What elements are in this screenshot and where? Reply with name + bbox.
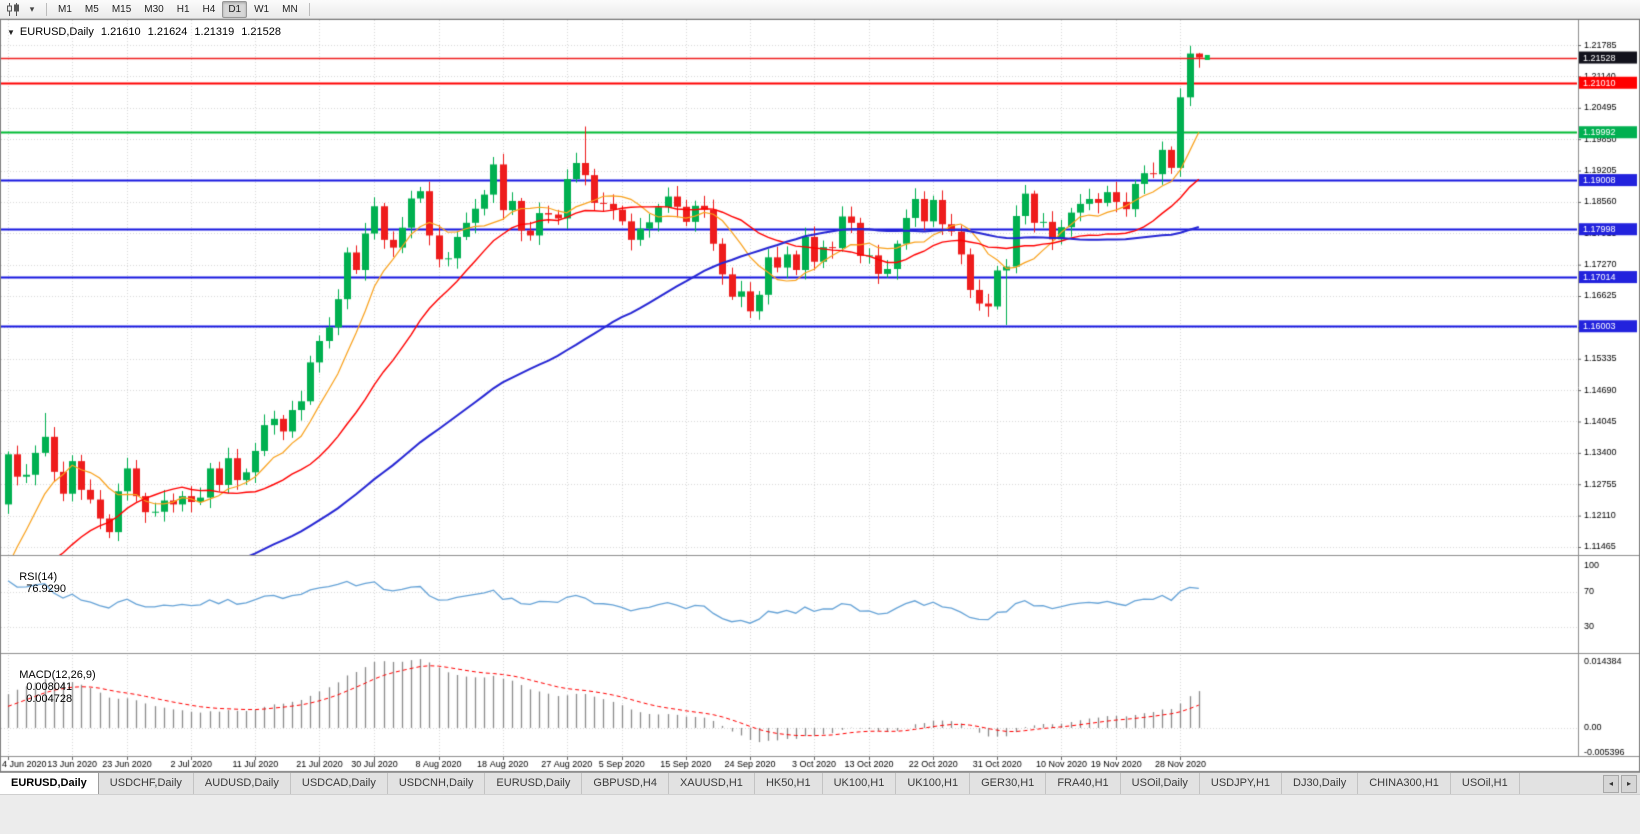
ohlc-open: 1.21610 — [100, 26, 141, 38]
status-strip — [0, 794, 1640, 834]
chart-tab-usdcad-daily[interactable]: USDCAD,Daily — [290, 773, 388, 794]
timeframe-button-h1[interactable]: H1 — [176, 3, 190, 15]
timeframe-button-mn[interactable]: MN — [282, 3, 298, 15]
ohlc-high: 1.21624 — [147, 26, 188, 38]
rsi-value: 76.9290 — [26, 583, 66, 595]
chart-tab-bar: EURUSD,Daily USDCHF,Daily AUDUSD,Daily USDC… — [0, 772, 1640, 794]
macd-main-value: 0.008041 — [26, 681, 73, 693]
timeframe-button-w1[interactable]: W1 — [254, 3, 270, 15]
chart-tab-usdcnh-daily[interactable]: USDCNH,Daily — [387, 773, 486, 794]
rsi-name: RSI(14) — [19, 571, 58, 583]
timeframe-button-m5[interactable]: M5 — [84, 3, 99, 15]
rsi-indicator-label: RSI(14) 76.9290 — [7, 559, 66, 607]
chart-tab-ger30-h1[interactable]: GER30,H1 — [970, 773, 1047, 794]
toolbar-separator — [46, 2, 47, 16]
chart-tab-usdjpy-h1[interactable]: USDJPY,H1 — [1199, 773, 1283, 794]
chart-tab-audusd-daily[interactable]: AUDUSD,Daily — [193, 773, 291, 794]
chart-tab-dj30-daily[interactable]: DJ30,Daily — [1282, 773, 1359, 794]
chart-tab-usoil-daily[interactable]: USOil,Daily — [1120, 773, 1200, 794]
chart-tab-china300-h1[interactable]: CHINA300,H1 — [1358, 773, 1451, 794]
chart-window: ▼ EURUSD,Daily 1.21610 1.21624 1.21319 1… — [0, 19, 1640, 772]
timeframe-buttons: M1 M5 M15 M30 H1 H4 D1 W1 MN — [52, 0, 304, 18]
ohlc-low: 1.21319 — [194, 26, 235, 38]
chart-type-icon[interactable] — [4, 1, 22, 17]
chart-tab-usoil-h1[interactable]: USOil,H1 — [1450, 773, 1520, 794]
timeframe-toolbar: ▾ M1 M5 M15 M30 H1 H4 D1 W1 MN — [0, 0, 1640, 19]
chart-tab-hk50-h1[interactable]: HK50,H1 — [754, 773, 823, 794]
timeframe-button-m1[interactable]: M1 — [58, 3, 72, 15]
tab-scroll-left-icon[interactable]: ◂ — [1603, 774, 1619, 793]
timeframe-button-h4[interactable]: H4 — [202, 3, 216, 15]
chart-tab-fra40-h1[interactable]: FRA40,H1 — [1046, 773, 1121, 794]
chart-type-dropdown-icon[interactable]: ▾ — [29, 3, 35, 14]
toolbar-separator — [308, 2, 310, 16]
chart-ohlc-line: ▼ EURUSD,Daily 1.21610 1.21624 1.21319 1… — [7, 26, 281, 38]
chart-tab-gbpusd-h4[interactable]: GBPUSD,H4 — [582, 773, 669, 794]
chart-symbol-label: EURUSD,Daily — [19, 26, 94, 38]
chart-tab-uk100-h1[interactable]: UK100,H1 — [822, 773, 897, 794]
chart-tab-usdchf-daily[interactable]: USDCHF,Daily — [98, 773, 194, 794]
tab-scroll-controls: ◂ ▸ — [1600, 773, 1640, 794]
macd-signal-value: 0.004728 — [26, 693, 73, 705]
collapse-indicators-icon[interactable]: ▼ — [7, 27, 15, 37]
tab-scroll-right-icon[interactable]: ▸ — [1621, 774, 1637, 793]
ohlc-close: 1.21528 — [241, 26, 281, 38]
chart-tab-eurusd-daily[interactable]: EURUSD,Daily — [485, 773, 583, 794]
timeframe-button-m15[interactable]: M15 — [111, 3, 132, 15]
chart-tab-xauusd-h1[interactable]: XAUUSD,H1 — [668, 773, 755, 794]
chart-tab-eurusd-daily[interactable]: EURUSD,Daily — [0, 773, 99, 794]
chart-canvas[interactable] — [0, 19, 1640, 772]
timeframe-button-m30[interactable]: M30 — [144, 3, 164, 15]
macd-name: MACD(12,26,9) — [19, 669, 96, 681]
chart-tab-uk100-h1[interactable]: UK100,H1 — [896, 773, 971, 794]
macd-indicator-label: MACD(12,26,9) 0.008041 0.004728 — [7, 657, 96, 717]
timeframe-button-d1[interactable]: D1 — [222, 0, 248, 18]
candlestick-chart-icon — [6, 2, 19, 16]
